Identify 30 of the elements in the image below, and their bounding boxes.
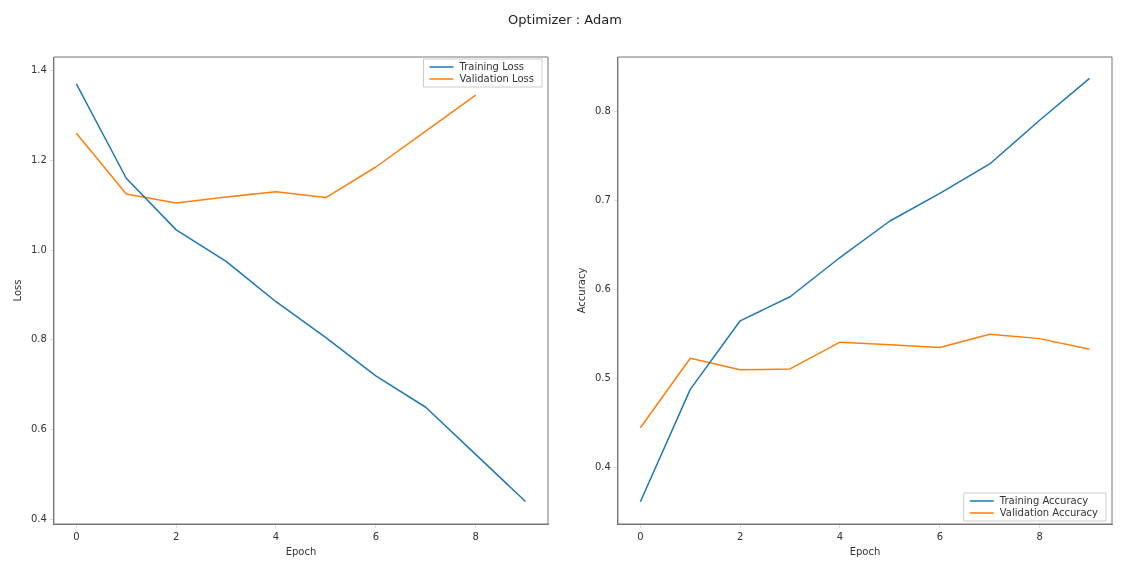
y-axis-title: Accuracy <box>575 267 587 314</box>
legend-label: Validation Loss <box>459 72 535 84</box>
y-axis-title: Loss <box>11 279 23 302</box>
y-tick-label: 0.7 <box>595 194 611 206</box>
x-tick-label: 0 <box>73 530 80 542</box>
x-tick-label: 8 <box>472 530 479 542</box>
x-tick-label: 6 <box>372 530 379 542</box>
x-tick-label: 4 <box>836 530 844 542</box>
x-axis-title: Epoch <box>849 545 881 557</box>
y-tick-label: 0.8 <box>31 333 47 345</box>
legend-label: Training Accuracy <box>998 494 1089 506</box>
x-axis-title: Epoch <box>285 545 317 557</box>
y-tick-label: 0.8 <box>595 104 611 116</box>
x-tick-label: 0 <box>637 530 644 542</box>
x-tick-label: 4 <box>272 530 280 542</box>
x-tick-label: 2 <box>736 530 744 542</box>
x-tick-label: 6 <box>936 530 943 542</box>
chart-title: Optimizer : Adam <box>507 11 623 29</box>
legend-label: Validation Accuracy <box>999 506 1099 518</box>
y-tick-label: 0.4 <box>595 461 611 473</box>
x-tick-label: 2 <box>172 530 180 542</box>
y-tick-label: 1.4 <box>31 64 47 76</box>
y-tick-label: 1.2 <box>31 153 47 165</box>
legend-label: Training Loss <box>458 60 525 72</box>
y-tick-label: 0.4 <box>31 513 47 525</box>
y-tick-label: 1.0 <box>31 243 47 255</box>
y-tick-label: 0.5 <box>595 372 611 384</box>
y-tick-label: 0.6 <box>595 283 611 295</box>
y-tick-label: 0.6 <box>31 423 47 435</box>
x-tick-label: 8 <box>1036 530 1043 542</box>
